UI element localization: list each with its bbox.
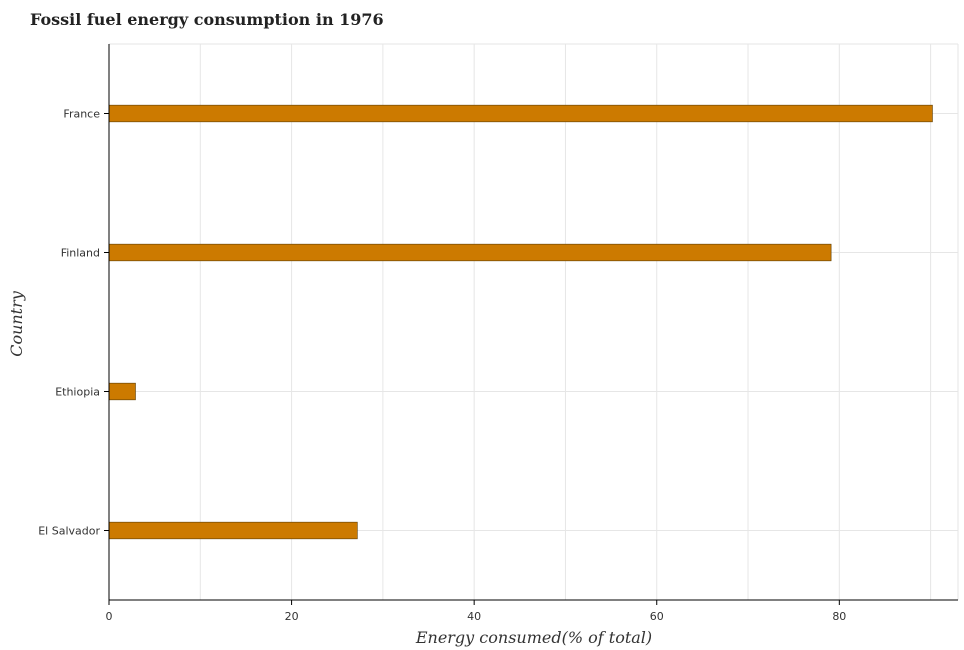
bar-el-salvador bbox=[108, 521, 358, 540]
y-axis-label: Country bbox=[7, 290, 26, 357]
x-tick-label-0: 0 bbox=[106, 610, 113, 623]
y-tick-label-finland: Finland bbox=[61, 247, 100, 260]
y-tick-label-ethiopia: Ethiopia bbox=[55, 386, 100, 399]
grid-lines bbox=[108, 43, 959, 600]
x-tick-label-40: 40 bbox=[467, 610, 481, 623]
chart-title: Fossil fuel energy consumption in 1976 bbox=[30, 10, 384, 29]
y-tick-label-el-salvador: El Salvador bbox=[38, 525, 100, 538]
tick-labels: 0 20 40 60 80 El Salvador Ethiopia Finland Franc… bbox=[38, 108, 846, 624]
bar-finland bbox=[108, 243, 832, 262]
bar-ethiopia bbox=[108, 382, 136, 401]
axes bbox=[104, 44, 958, 605]
bar-france bbox=[108, 104, 933, 123]
x-tick-label-60: 60 bbox=[650, 610, 664, 623]
x-axis-label: Energy consumed(% of total) bbox=[415, 628, 652, 647]
bars bbox=[108, 104, 933, 540]
x-tick-label-80: 80 bbox=[832, 610, 846, 623]
y-tick-label-france: France bbox=[63, 108, 100, 121]
x-tick-label-20: 20 bbox=[285, 610, 299, 623]
